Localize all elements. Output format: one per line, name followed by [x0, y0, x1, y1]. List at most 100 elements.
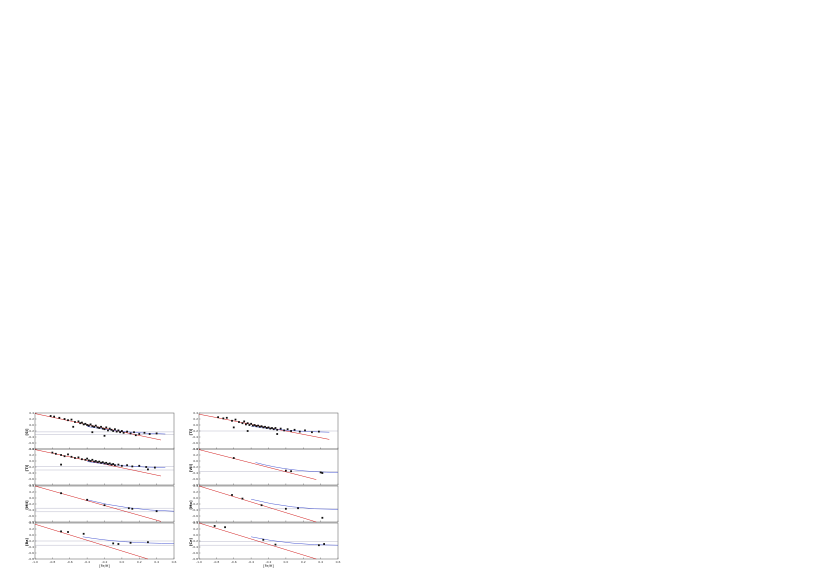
data-point	[112, 430, 115, 432]
data-point	[155, 432, 158, 435]
data-point	[255, 425, 258, 428]
data-point	[134, 434, 137, 437]
chart-panel: 0.40.20.0-0.2-0.4-0.6-0.8-1.0 -0.8 -0.6 -0.…	[189, 521, 340, 568]
data-point	[143, 431, 146, 434]
data-point	[70, 418, 73, 421]
x-tick-label: 0.2	[137, 560, 142, 564]
data-point	[284, 469, 287, 472]
data-point	[317, 544, 320, 547]
data-point	[108, 427, 111, 430]
data-point	[101, 461, 104, 464]
y-tick-label: 0.0	[29, 496, 34, 500]
y-tick-label: -0.4	[28, 471, 34, 475]
data-point	[241, 497, 244, 500]
y-tick-label: -0.4	[28, 435, 34, 439]
fit-line	[198, 485, 317, 523]
data-point	[264, 425, 266, 428]
y-tick-label: -0.6	[28, 477, 34, 481]
data-point	[115, 430, 118, 433]
y-tick-label: -0.2	[192, 539, 198, 543]
plot-frame	[198, 485, 339, 523]
y-axis-label: [Ba]	[25, 537, 29, 546]
data-point	[60, 463, 62, 466]
data-point	[271, 427, 273, 429]
data-point	[147, 541, 149, 544]
data-point	[114, 428, 116, 431]
y-tick-label: -0.6	[28, 551, 34, 555]
data-point	[81, 458, 83, 461]
data-point	[231, 494, 233, 496]
y-tick-label: 0.0	[29, 533, 34, 537]
data-point	[74, 457, 76, 459]
data-point	[110, 428, 113, 431]
data-point	[110, 463, 113, 466]
data-point	[72, 425, 75, 428]
y-tick-label: -0.6	[192, 441, 198, 445]
y-tick-label: 0.0	[29, 459, 34, 463]
data-point	[262, 538, 265, 541]
data-point	[91, 458, 94, 461]
data-point	[82, 532, 85, 535]
data-point	[133, 431, 135, 434]
data-point	[286, 428, 289, 431]
chart-panel: 0.4 0.2 0.0 -0.2 -0.4 -0.6 -0.8 [Ti]	[189, 411, 339, 451]
data-point	[304, 429, 306, 432]
data-point	[103, 434, 106, 437]
data-point	[126, 464, 128, 467]
y-tick-label: -0.8	[28, 557, 34, 561]
data-point	[81, 421, 83, 424]
data-point	[53, 415, 56, 418]
chart-panel: 0.4 0.2 0.0 -0.2 -0.4 -0.6 -0.8 [Si]	[25, 411, 175, 451]
y-tick-label: -0.4	[192, 508, 198, 512]
data-point	[117, 429, 120, 432]
y-tick-label: 0.4	[193, 411, 198, 415]
y-tick-label: -0.2	[192, 429, 198, 433]
data-point	[89, 423, 92, 426]
y-tick-label: 0.2	[193, 453, 198, 457]
data-point	[100, 425, 102, 428]
x-tick-label: -0.8	[49, 560, 55, 564]
y-tick-label: -0.8	[192, 483, 198, 487]
data-point	[98, 427, 101, 429]
x-tick-label: -0.2	[102, 560, 108, 564]
data-point	[243, 420, 246, 423]
data-point	[105, 426, 108, 429]
data-point	[272, 428, 275, 431]
data-point	[108, 462, 111, 465]
y-tick-label: -0.6	[192, 477, 198, 481]
data-point	[274, 427, 277, 429]
data-point	[131, 507, 134, 510]
data-point	[51, 451, 54, 454]
data-point	[87, 459, 90, 462]
chart-panel: 0.4 0.2 0.0 -0.2 -0.4 -0.6 -0.8 [Mo]	[189, 484, 339, 524]
data-point	[245, 423, 247, 426]
data-point	[267, 426, 270, 429]
data-point	[290, 470, 292, 473]
data-point	[311, 431, 313, 434]
y-tick-label: 0.4	[193, 484, 198, 488]
data-point	[225, 416, 228, 419]
data-point	[89, 460, 92, 462]
data-point	[222, 417, 225, 420]
data-point	[251, 424, 254, 427]
data-point	[105, 461, 108, 464]
data-point	[107, 429, 109, 432]
data-point	[131, 465, 134, 468]
data-point	[87, 424, 90, 427]
x-tick-label: 0.0	[283, 560, 288, 564]
data-point	[117, 543, 120, 545]
data-point	[246, 422, 249, 425]
y-axis-label: [Ti]	[189, 428, 193, 435]
fit-line	[87, 499, 175, 512]
x-tick-label: 0.4	[154, 560, 159, 564]
data-point	[284, 507, 287, 510]
y-tick-label: 0.2	[29, 490, 34, 494]
data-point	[112, 542, 115, 545]
data-point	[84, 458, 87, 461]
data-point	[238, 421, 240, 423]
y-axis-label: [MII]	[25, 500, 29, 510]
data-point	[86, 498, 89, 501]
y-tick-label: 0.0	[193, 533, 198, 537]
data-point	[297, 507, 299, 510]
x-tick-label: -0.4	[248, 560, 254, 564]
